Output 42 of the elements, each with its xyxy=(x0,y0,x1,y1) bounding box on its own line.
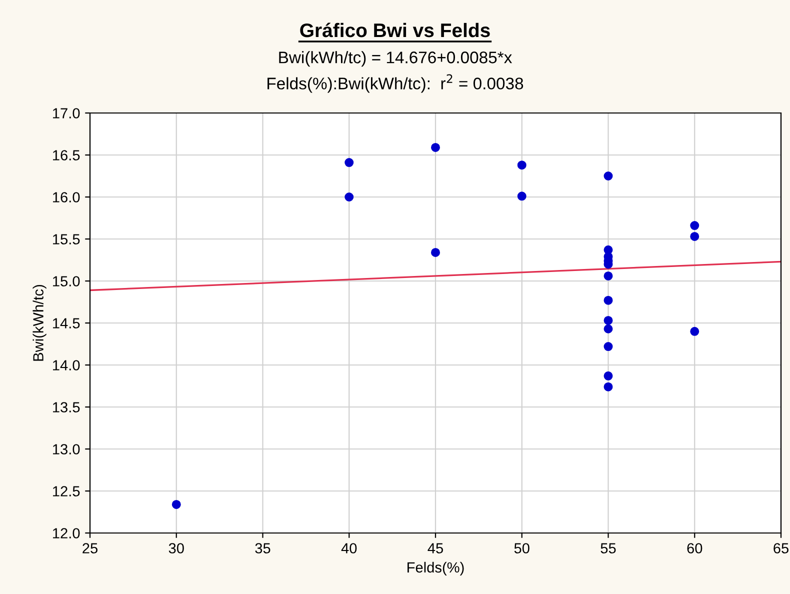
point xyxy=(604,316,613,325)
y-tick-label: 14.5 xyxy=(53,318,80,328)
point xyxy=(517,192,526,201)
y-tick-label: 16.0 xyxy=(53,192,80,202)
point xyxy=(604,371,613,380)
x-tick-label: 30 xyxy=(168,543,184,554)
point xyxy=(690,326,700,336)
y-tick-label: 13.0 xyxy=(53,444,80,454)
point xyxy=(690,232,700,241)
x-tick-label: 35 xyxy=(255,543,270,554)
x-tick-label: 60 xyxy=(687,543,702,554)
point xyxy=(431,248,440,257)
point xyxy=(604,172,613,180)
point xyxy=(431,142,440,152)
point xyxy=(172,500,181,509)
x-tick-label: 55 xyxy=(600,543,616,554)
chart-subtitle: Bwi(kWh/tc) = 14.676+0.0085*x Felds(%):Bwi(kWh/tc): r$^{2}$ = 0.0038 xyxy=(268,51,524,93)
y-tick-label: 13.5 xyxy=(53,402,80,412)
point xyxy=(604,324,613,334)
point xyxy=(604,271,613,280)
y-tick-label: 14.0 xyxy=(53,360,80,370)
x-tick-label: 50 xyxy=(514,543,530,554)
point xyxy=(517,160,526,170)
y-tick-label: 15.0 xyxy=(53,276,80,286)
y-axis-title: Bwi(kWh/tc) xyxy=(32,285,46,361)
y-tick-label: 17.0 xyxy=(53,108,80,118)
y-tick-label: 15.5 xyxy=(53,234,80,244)
x-axis-title: Felds(%) xyxy=(408,562,464,576)
point xyxy=(604,342,613,352)
point xyxy=(604,296,613,305)
point xyxy=(344,192,354,202)
y-tick-label: 12.0 xyxy=(53,528,80,538)
x-tick-label: 45 xyxy=(428,543,443,554)
point xyxy=(344,158,354,168)
x-tick-label: 25 xyxy=(82,543,98,554)
chart-title: Gráfico Bwi vs Felds xyxy=(300,22,490,38)
point xyxy=(690,221,700,230)
point xyxy=(604,382,613,392)
y-tick-label: 12.5 xyxy=(53,486,80,496)
x-tick-label: 40 xyxy=(341,543,357,554)
x-tick-label: 65 xyxy=(774,543,788,554)
y-tick-label: 16.5 xyxy=(53,150,80,160)
